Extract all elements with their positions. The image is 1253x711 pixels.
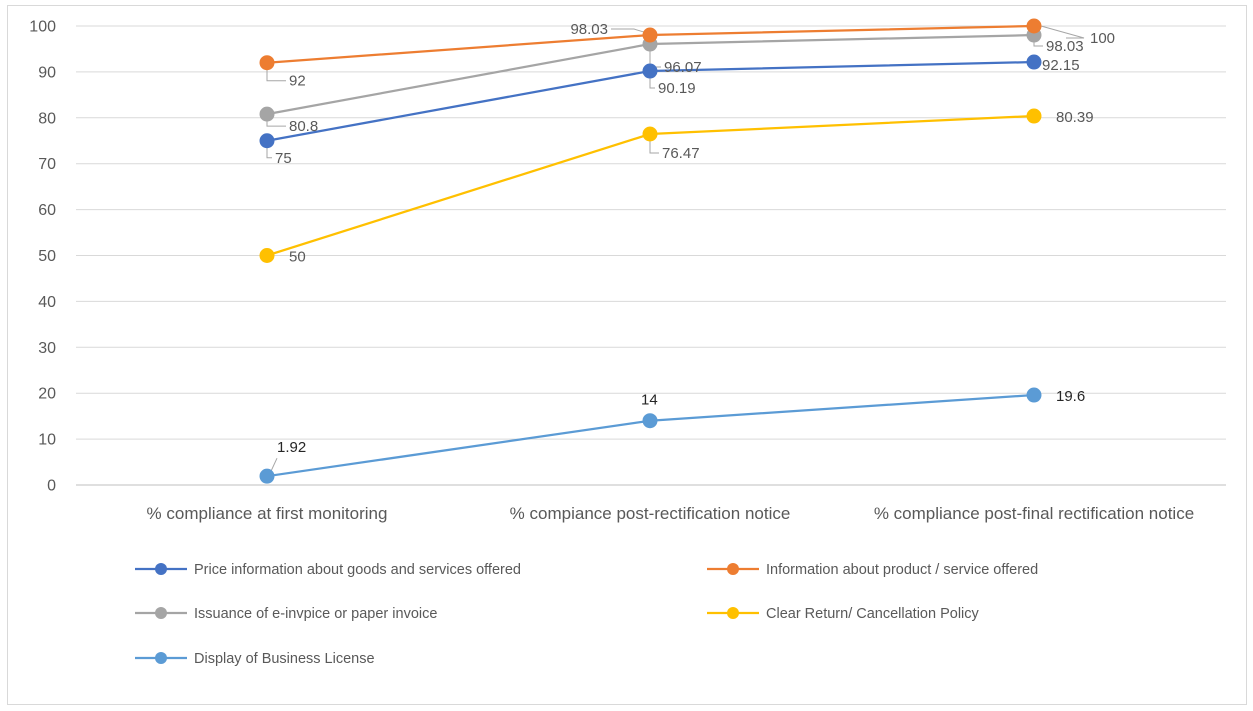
data-label: 92.15 — [1042, 57, 1080, 74]
data-point — [1026, 54, 1042, 70]
y-tick-label: 0 — [47, 478, 56, 495]
label-leader — [649, 78, 655, 89]
data-point — [642, 413, 658, 429]
label-leader — [649, 141, 659, 154]
y-tick-label: 30 — [38, 340, 56, 357]
legend-label: Price information about goods and servic… — [194, 562, 521, 578]
y-tick-label: 80 — [38, 110, 56, 127]
y-tick-label: 40 — [38, 294, 56, 311]
legend-label: Display of Business License — [194, 651, 375, 667]
series-points — [259, 18, 1042, 484]
label-leader — [266, 121, 286, 127]
x-category-label: % compliance post-final rectification no… — [874, 504, 1194, 523]
y-tick-label: 20 — [38, 386, 56, 403]
data-label: 19.6 — [1056, 388, 1085, 405]
data-label: 90.19 — [658, 80, 696, 97]
legend-label: Clear Return/ Cancellation Policy — [766, 606, 980, 622]
legend-item: Issuance of e-invpice or paper invoice — [135, 606, 437, 622]
data-label: 14 — [641, 392, 658, 409]
data-label: 100 — [1090, 30, 1115, 47]
x-axis-categories: % compliance at first monitoring % compia… — [147, 504, 1195, 523]
data-label: 80.8 — [289, 118, 318, 135]
chart-frame — [7, 5, 1247, 705]
legend-label: Issuance of e-invpice or paper invoice — [194, 606, 437, 622]
legend-item: Display of Business License — [135, 651, 375, 667]
data-point — [1026, 108, 1042, 124]
data-label: 76.47 — [662, 145, 700, 162]
legend-marker — [727, 607, 739, 619]
y-tick-label: 60 — [38, 202, 56, 219]
data-point — [1026, 387, 1042, 403]
data-point — [259, 248, 275, 263]
legend-item: Price information about goods and servic… — [135, 562, 521, 578]
data-point — [259, 55, 275, 71]
data-point — [259, 106, 275, 122]
x-category-label: % compiance post-rectification notice — [510, 504, 791, 523]
data-label: 1.92 — [277, 439, 306, 456]
y-tick-label: 70 — [38, 156, 56, 173]
y-tick-label: 90 — [38, 64, 56, 81]
label-leader — [270, 457, 278, 472]
data-point — [642, 27, 658, 43]
data-point — [642, 126, 658, 142]
data-label: 75 — [275, 150, 292, 167]
legend-label: Information about product / service offe… — [766, 562, 1038, 578]
label-leader — [1040, 25, 1085, 39]
data-label: 98.03 — [570, 21, 608, 38]
data-label: 98.03 — [1046, 38, 1084, 55]
y-tick-label: 100 — [29, 19, 56, 36]
y-axis-ticks: 0 10 20 30 40 50 60 70 80 90 100 — [29, 19, 56, 495]
legend-marker — [155, 563, 167, 575]
y-tick-label: 10 — [38, 432, 56, 449]
legend-item: Clear Return/ Cancellation Policy — [707, 606, 980, 622]
legend: Price information about goods and servic… — [135, 562, 1038, 667]
label-leader — [266, 147, 272, 159]
data-point — [259, 133, 275, 149]
label-leader — [266, 69, 286, 82]
data-label: 50 — [289, 249, 306, 266]
legend-item: Information about product / service offe… — [707, 562, 1038, 578]
label-leader — [1033, 42, 1043, 47]
label-leader — [611, 28, 645, 33]
data-labels: 75 90.19 92.15 92 98.03 100 80.8 96.07 98.03 50 76… — [275, 21, 1115, 456]
data-label: 80.39 — [1056, 109, 1094, 126]
data-point — [642, 63, 658, 79]
y-tick-label: 50 — [38, 248, 56, 265]
data-point — [1026, 18, 1042, 34]
data-label: 92 — [289, 73, 306, 90]
data-label: 96.07 — [664, 59, 702, 76]
data-point — [259, 468, 275, 484]
legend-marker — [155, 607, 167, 619]
x-category-label: % compliance at first monitoring — [147, 504, 388, 523]
legend-marker — [155, 652, 167, 664]
legend-marker — [727, 563, 739, 575]
